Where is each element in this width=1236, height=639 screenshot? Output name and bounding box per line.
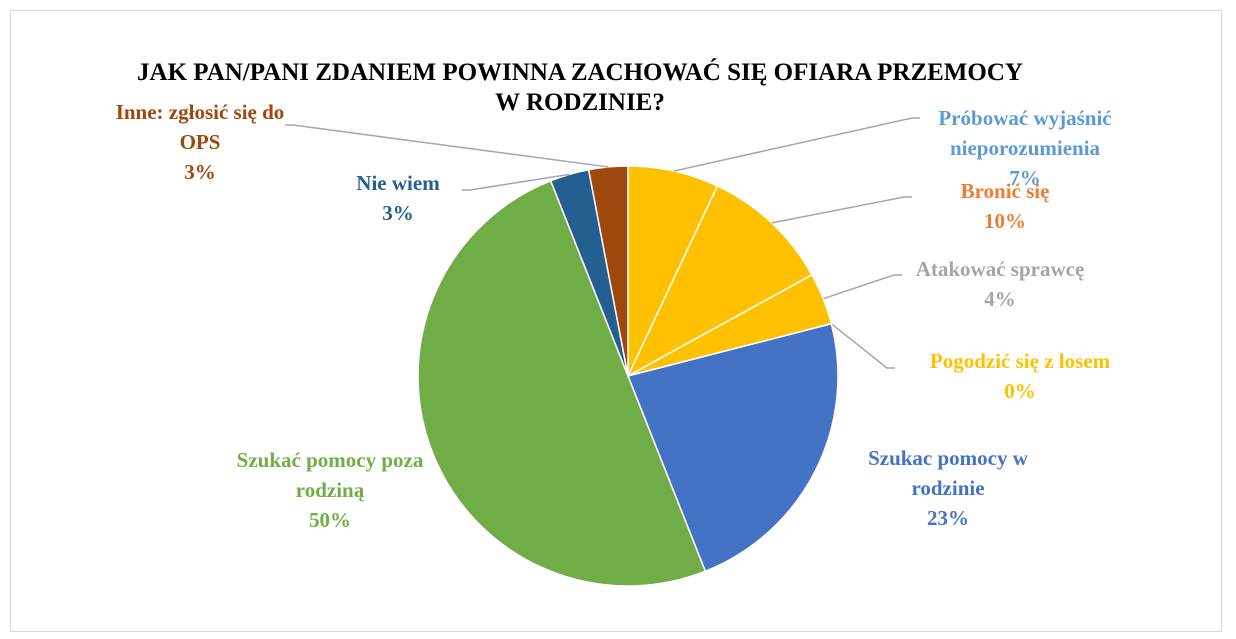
chart-frame	[10, 10, 1222, 632]
data-label-value: 4%	[984, 287, 1016, 311]
pie-slice	[626, 322, 839, 573]
chart-title: JAK PAN/PANI ZDANIEM POWINNA ZACHOWAĆ SI…	[137, 59, 1023, 116]
leader-line	[673, 117, 920, 172]
pie-slice	[626, 184, 814, 378]
data-label-name: Nie wiem	[356, 171, 440, 195]
data-label-value: 50%	[309, 508, 351, 532]
data-label-value: 7%	[1009, 166, 1041, 190]
data-label-value: 0%	[1004, 379, 1036, 403]
leader-line	[823, 274, 902, 300]
data-label-name: Bronić się	[960, 179, 1050, 203]
pie-slice	[587, 165, 629, 377]
data-label-name: Atakować sprawcę	[915, 257, 1085, 281]
leader-line	[462, 173, 570, 191]
data-label-value: 3%	[184, 160, 216, 184]
data-label-value: 3%	[382, 201, 414, 225]
leader-line	[771, 196, 912, 224]
data-label-name: Próbować wyjaśnić nieporozumienia	[938, 106, 1112, 160]
data-label-name: Szukać pomocy poza rodziną	[236, 448, 424, 502]
pie-slice	[417, 179, 707, 587]
data-label-value: 23%	[927, 506, 969, 530]
data-label-value: 10%	[984, 209, 1026, 233]
data-label-name: Inne: zgłosić się do OPS	[115, 100, 285, 154]
data-label-name: Pogodzić się z losem	[929, 349, 1111, 373]
leader-line	[285, 124, 609, 168]
leader-line	[830, 323, 895, 369]
data-label-name: Szukac pomocy w rodzinie	[868, 446, 1028, 500]
